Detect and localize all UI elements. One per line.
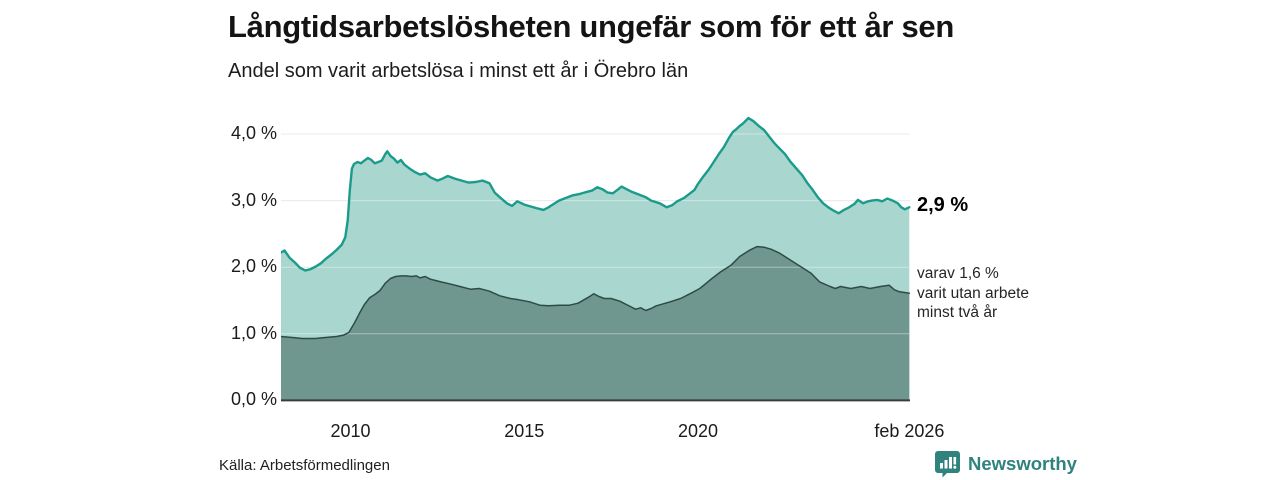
x-tick-label: feb 2026 (874, 421, 945, 441)
x-tick-label: 2015 (504, 421, 545, 441)
y-tick-label: 3,0 % (230, 189, 277, 210)
series-end-value-label: 2,9 % (917, 194, 969, 216)
y-tick-label: 2,0 % (230, 256, 277, 277)
chart-title: Långtidsarbetslösheten ungefär som för e… (228, 9, 955, 44)
plot-area (279, 104, 914, 406)
annotation-line: minst två år (917, 304, 998, 321)
x-tick-label: 2010 (330, 421, 371, 441)
series-annotation: varav 1,6 % varit utan arbete minst två … (917, 264, 1029, 323)
annotation-line: varit utan arbete (917, 284, 1030, 302)
brand-name: Newsworthy (968, 453, 1077, 474)
source-note: Källa: Arbetsförmedlingen (219, 457, 390, 474)
y-tick-label: 0,0 % (230, 389, 277, 410)
y-axis-tick-labels: 4,0 % 3,0 % 2,0 % 1,0 % 0,0 % (167, 0, 277, 480)
brand-logo: Newsworthy (934, 450, 1077, 478)
y-tick-label: 4,0 % (230, 123, 277, 143)
chart-subtitle: Andel som varit arbetslösa i minst ett å… (228, 60, 689, 82)
series-area-1 (281, 246, 910, 401)
y-tick-label: 1,0 % (230, 322, 277, 343)
series-line-0 (279, 116, 911, 272)
annotation-line: varav 1,6 % (917, 265, 999, 282)
series-line-1 (280, 245, 911, 340)
x-tick-label: 2020 (677, 421, 719, 441)
x-axis-tick-labels: 2010 2015 2020 feb 2026 (0, 421, 1280, 445)
area-chart-canvas (279, 116, 911, 402)
newsworthy-logo-icon (935, 451, 960, 478)
